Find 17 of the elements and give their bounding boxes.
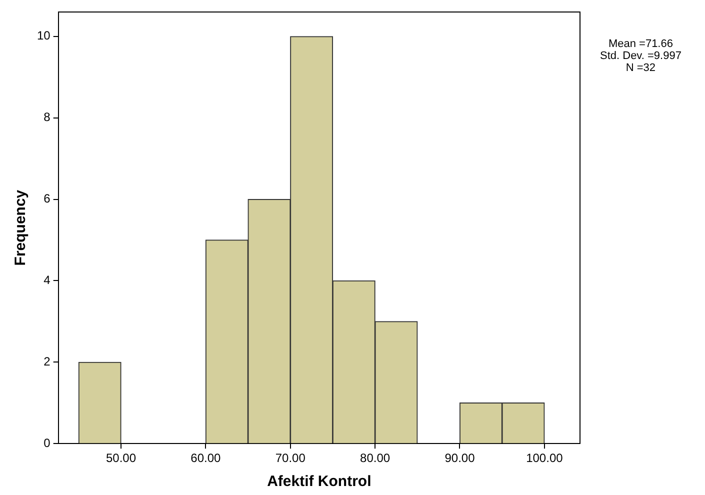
y-axis-title: Frequency bbox=[12, 189, 30, 266]
text: Std. Dev. =9.997 bbox=[600, 50, 682, 62]
x-axis-title: Afektif Kontrol bbox=[267, 473, 372, 490]
y-tick-label: 8 bbox=[44, 110, 51, 124]
text: N =32 bbox=[624, 62, 657, 74]
y-tick-label: 10 bbox=[36, 28, 51, 43]
x-tick-label: 60.00 bbox=[190, 451, 222, 466]
y-tick-label: 2 bbox=[44, 354, 51, 368]
y-tick-label: 0 bbox=[44, 436, 51, 450]
x-tick-label: 50.00 bbox=[106, 451, 136, 466]
x-tick-label: 80.00 bbox=[360, 451, 390, 466]
y-tick-label: 4 bbox=[44, 273, 51, 288]
x-tick-label: 70.00 bbox=[275, 451, 306, 466]
y-tick-label: 6 bbox=[44, 192, 51, 206]
x-tick-label: 90.00 bbox=[444, 451, 476, 466]
text: Mean =71.66 bbox=[607, 38, 674, 50]
x-tick-label: 100.00 bbox=[526, 451, 564, 466]
